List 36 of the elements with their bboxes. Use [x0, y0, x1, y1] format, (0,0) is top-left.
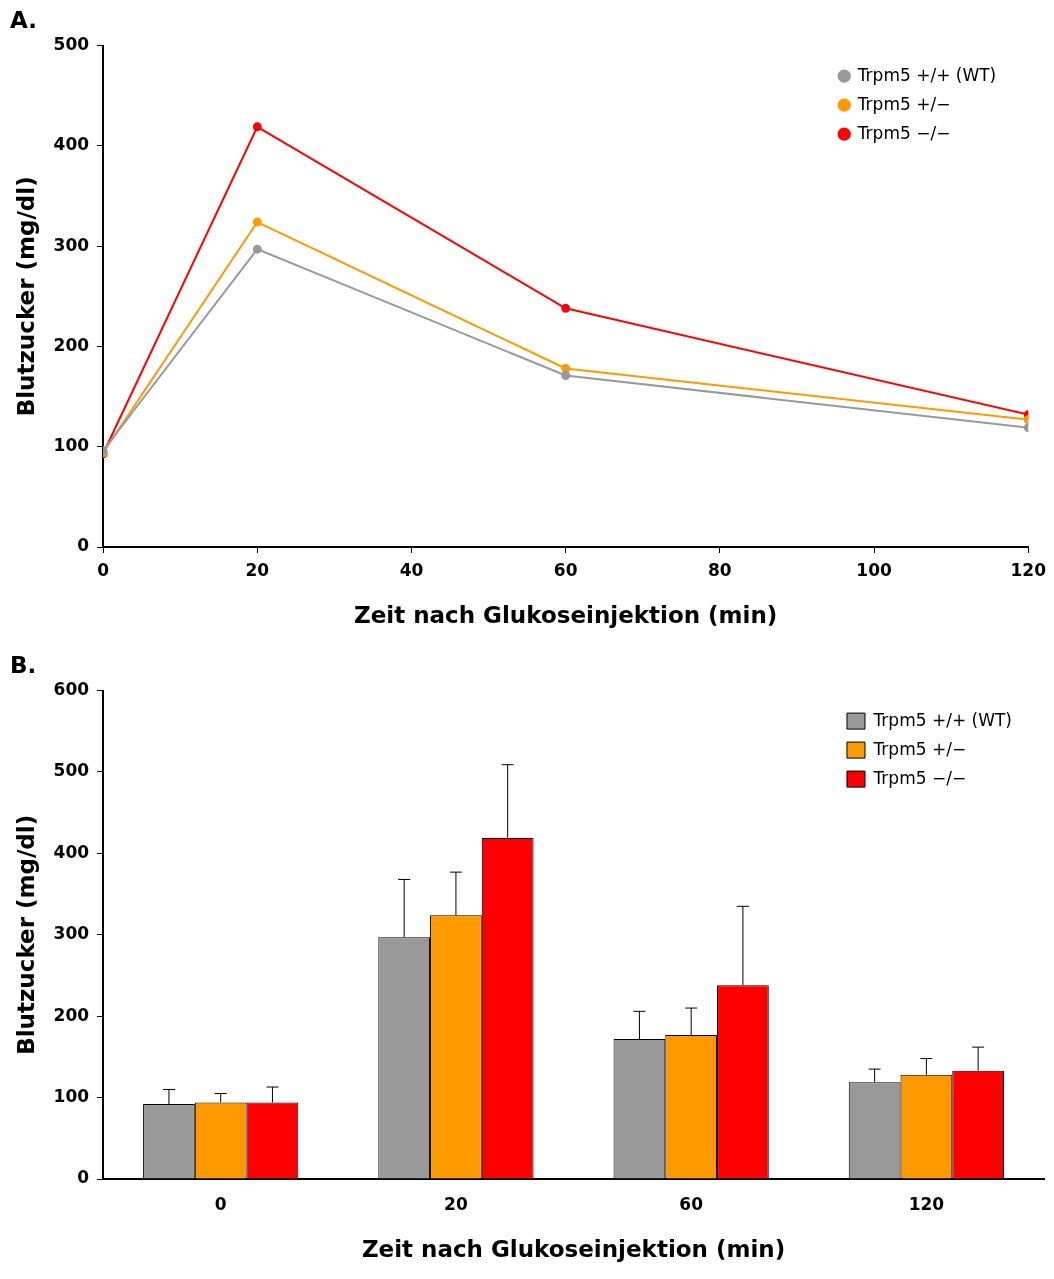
y-tick-label: 600 — [53, 679, 90, 700]
chart-title: B. — [10, 651, 37, 678]
x-tick-label: 120 — [908, 1193, 945, 1214]
y-tick-label: 0 — [77, 535, 90, 556]
y-tick-label: 400 — [53, 841, 90, 862]
x-tick-label: 0 — [97, 559, 110, 580]
legend-label: Trpm5 +/+ (WT) — [872, 709, 1013, 730]
y-tick-label: 100 — [53, 1086, 90, 1107]
x-tick-label: 60 — [553, 559, 578, 580]
x-tick-label: 80 — [708, 559, 732, 580]
legend-label: Trpm5 +/− — [872, 738, 967, 759]
y-tick-label: 400 — [53, 134, 90, 155]
x-tick-label: 20 — [444, 1193, 468, 1214]
x-axis-title: Zeit nach Glukoseinjektion (min) — [361, 1236, 786, 1263]
y-tick-label: 100 — [53, 435, 90, 456]
x-tick-label: 100 — [856, 559, 892, 580]
x-tick-label: 60 — [679, 1193, 704, 1214]
legend-label: Trpm5 +/− — [856, 93, 951, 114]
legend-label: Trpm5 −/− — [856, 122, 951, 143]
y-tick-label: 500 — [53, 760, 90, 781]
y-tick-label: 0 — [77, 1167, 90, 1188]
x-tick-label: 0 — [214, 1193, 227, 1214]
y-tick-label: 200 — [53, 334, 90, 355]
y-tick-label: 200 — [53, 1004, 90, 1025]
y-tick-label: 300 — [53, 234, 90, 255]
y-axis-title: Blutzucker (mg/dl) — [12, 176, 39, 417]
y-tick-label: 500 — [53, 34, 90, 55]
x-tick-label: 40 — [399, 559, 424, 580]
legend-label: Trpm5 −/− — [872, 767, 967, 788]
x-tick-label: 120 — [1010, 559, 1047, 580]
legend-label: Trpm5 +/+ (WT) — [856, 64, 997, 85]
y-axis-title: Blutzucker (mg/dl) — [12, 814, 39, 1055]
x-tick-label: 20 — [245, 559, 270, 580]
chart-title: A. — [10, 6, 37, 33]
y-tick-label: 300 — [53, 923, 90, 944]
x-axis-title: Zeit nach Glukoseinjektion (min) — [354, 602, 778, 629]
